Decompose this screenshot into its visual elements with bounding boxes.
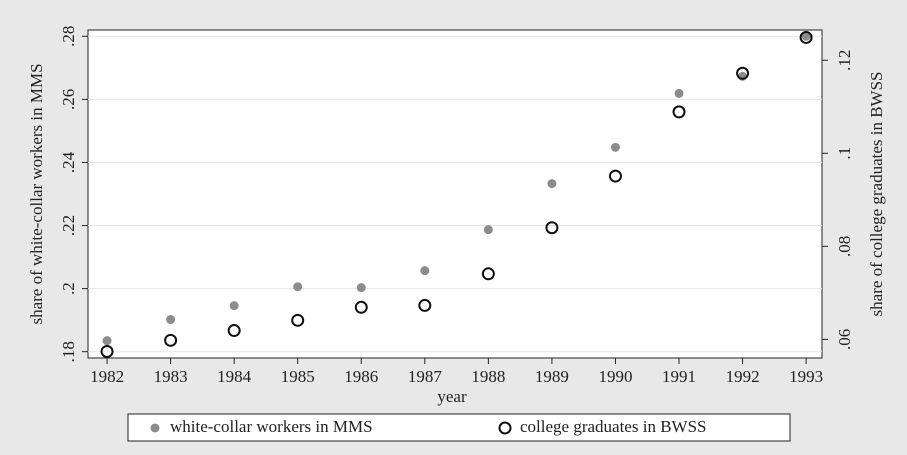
x-axis-title: year [437,387,467,406]
point [672,105,686,119]
legend-marker [498,421,512,435]
x-tick-label: 1988 [471,367,505,386]
x-tick-label: 1987 [408,367,443,386]
point [229,301,239,311]
legend-marker [150,423,160,433]
y2-tick-label: .1 [835,147,854,160]
point [799,30,813,44]
point [164,333,178,347]
point [102,336,112,346]
x-tick-label: 1993 [789,367,823,386]
point [418,298,432,312]
point [483,225,493,235]
y-axis-title: share of white-collar workers in MMS [27,63,46,324]
point [481,267,495,281]
y-tick-label: .24 [59,151,78,173]
plot-area [87,29,823,359]
point [545,221,559,235]
y2-tick-label: .06 [835,329,854,350]
y2-axis-title: share of college graduates in BWSS [867,71,886,316]
y-tick-label: .2 [59,282,78,295]
point [227,324,241,338]
point [293,282,303,292]
point [547,179,557,189]
point [736,66,750,80]
y2-tick-label: .12 [835,50,854,71]
x-tick-label: 1982 [90,367,124,386]
x-tick-label: 1992 [726,367,760,386]
x-tick-label: 1989 [535,367,569,386]
point [291,313,305,327]
point [801,31,811,41]
x-tick-label: 1985 [281,367,315,386]
point [420,266,430,276]
legend [127,413,791,442]
legend-label: white-collar workers in MMS [170,417,373,436]
y2-tick-label: .08 [835,236,854,257]
x-tick-label: 1990 [598,367,632,386]
point [610,142,620,152]
point [608,169,622,183]
legend-label: college graduates in BWSS [520,417,707,436]
x-tick-label: 1991 [662,367,696,386]
x-tick-label: 1986 [344,367,378,386]
y-tick-label: .26 [59,89,78,110]
x-tick-label: 1984 [217,367,252,386]
x-tick-label: 1983 [154,367,188,386]
point [354,300,368,314]
point [166,315,176,325]
point [674,88,684,98]
y-tick-label: .18 [59,341,78,362]
point [356,283,366,293]
y-tick-label: .28 [59,26,78,47]
y-tick-label: .22 [59,215,78,236]
point [100,344,114,358]
